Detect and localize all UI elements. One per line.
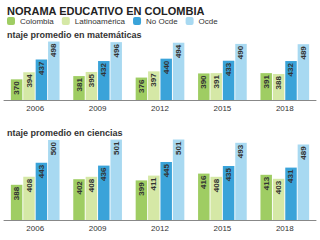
svg-text:498: 498 <box>49 43 58 57</box>
svg-text:493: 493 <box>236 144 245 158</box>
svg-text:501: 501 <box>174 141 183 155</box>
svg-text:2006: 2006 <box>26 224 44 233</box>
svg-text:2012: 2012 <box>151 104 169 113</box>
svg-text:2018: 2018 <box>276 104 294 113</box>
svg-text:2012: 2012 <box>151 224 169 233</box>
svg-text:Latinoamérica: Latinoamérica <box>75 17 126 26</box>
svg-text:411: 411 <box>149 177 158 190</box>
svg-text:388: 388 <box>12 186 21 200</box>
svg-text:2018: 2018 <box>276 224 294 233</box>
svg-text:435: 435 <box>224 167 233 181</box>
svg-text:2015: 2015 <box>214 224 232 233</box>
svg-text:2009: 2009 <box>89 224 107 233</box>
svg-text:394: 394 <box>25 74 34 88</box>
svg-text:490: 490 <box>236 45 245 59</box>
svg-text:408: 408 <box>87 178 96 192</box>
svg-text:431: 431 <box>286 169 295 183</box>
svg-text:413: 413 <box>262 176 271 190</box>
svg-text:2006: 2006 <box>26 104 44 113</box>
svg-text:432: 432 <box>286 62 295 76</box>
svg-text:391: 391 <box>262 75 271 89</box>
svg-text:436: 436 <box>99 167 108 181</box>
svg-text:489: 489 <box>299 146 308 160</box>
svg-text:500: 500 <box>49 141 58 155</box>
svg-text:397: 397 <box>149 73 158 87</box>
svg-text:408: 408 <box>25 178 34 192</box>
svg-text:Ocde: Ocde <box>199 17 219 26</box>
svg-text:ntaje promedio en ciencias: ntaje promedio en ciencias <box>7 128 123 138</box>
svg-text:Colombia: Colombia <box>20 17 54 26</box>
svg-text:408: 408 <box>212 178 221 192</box>
svg-text:388: 388 <box>274 75 283 89</box>
svg-text:402: 402 <box>75 181 84 195</box>
svg-text:443: 443 <box>37 164 46 178</box>
svg-text:416: 416 <box>199 175 208 189</box>
svg-text:403: 403 <box>274 180 283 194</box>
svg-text:2009: 2009 <box>89 104 107 113</box>
svg-text:NORAMA EDUCATIVO EN COLOMBIA: NORAMA EDUCATIVO EN COLOMBIA <box>7 5 204 17</box>
svg-text:445: 445 <box>162 163 171 177</box>
svg-text:381: 381 <box>75 78 84 92</box>
svg-text:501: 501 <box>112 141 121 155</box>
svg-text:433: 433 <box>224 62 233 76</box>
svg-text:370: 370 <box>12 81 21 95</box>
svg-text:2015: 2015 <box>214 104 232 113</box>
svg-text:399: 399 <box>137 182 146 196</box>
svg-text:ntaje promedio en matemáticas: ntaje promedio en matemáticas <box>7 30 142 40</box>
svg-text:432: 432 <box>99 62 108 76</box>
svg-text:390: 390 <box>199 75 208 89</box>
svg-text:440: 440 <box>162 60 171 74</box>
svg-text:391: 391 <box>212 75 221 89</box>
svg-text:376: 376 <box>137 79 146 93</box>
svg-text:496: 496 <box>112 44 121 58</box>
svg-text:437: 437 <box>37 61 46 75</box>
svg-text:No Ocde: No Ocde <box>146 17 178 26</box>
svg-text:494: 494 <box>174 44 183 58</box>
svg-text:489: 489 <box>299 46 308 60</box>
svg-text:395: 395 <box>87 73 96 87</box>
